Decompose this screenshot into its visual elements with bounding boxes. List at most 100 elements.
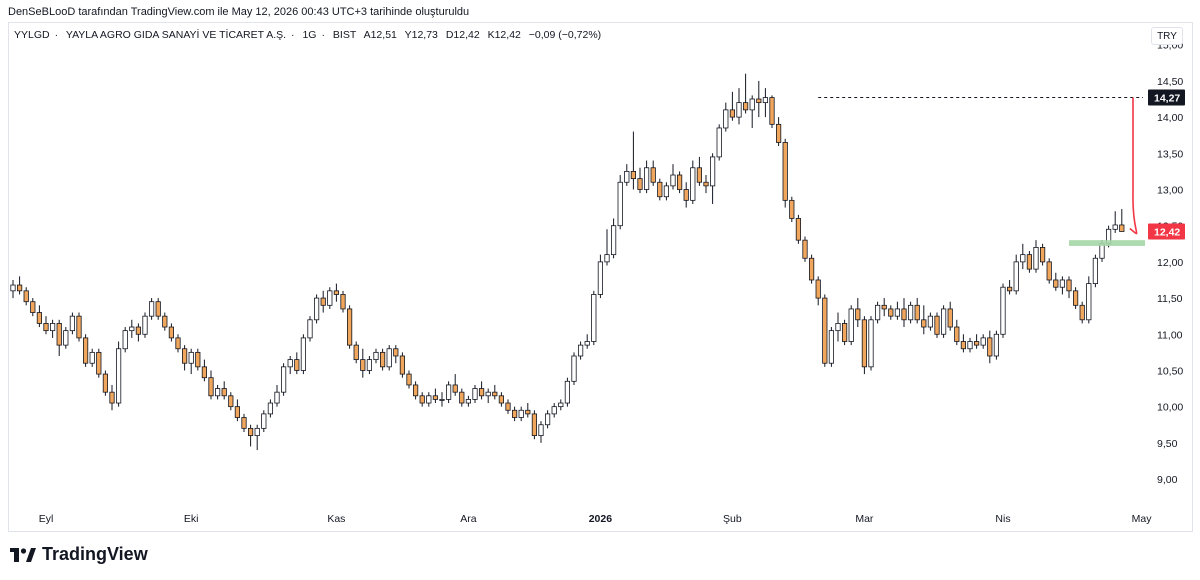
candle: [459, 388, 465, 407]
candle: [56, 319, 62, 356]
candle: [604, 229, 610, 266]
candle-body: [412, 384, 419, 397]
candle: [1092, 254, 1098, 288]
candle-body: [716, 127, 722, 158]
candle-body: [749, 98, 755, 111]
candle-body: [1086, 283, 1092, 321]
candle-body: [247, 427, 254, 437]
candle: [221, 381, 227, 400]
candle: [234, 399, 240, 422]
candle-body: [525, 409, 531, 415]
candle: [630, 131, 637, 190]
candle: [320, 290, 326, 313]
candle: [776, 117, 782, 147]
candle: [142, 312, 148, 338]
candle: [1020, 243, 1026, 270]
candle: [280, 363, 287, 396]
candle-body: [234, 406, 240, 418]
candle: [690, 160, 696, 204]
candle: [498, 392, 505, 407]
candle-body: [769, 97, 775, 125]
candle-body: [208, 377, 214, 397]
candle-body: [729, 109, 736, 118]
candle-body: [1053, 279, 1059, 288]
candle: [835, 312, 841, 342]
candle: [116, 341, 122, 407]
candle-body: [802, 239, 808, 259]
candle-body: [313, 297, 320, 321]
tradingview-logo[interactable]: TradingView: [10, 544, 148, 565]
candle-body: [677, 174, 683, 190]
candle: [683, 182, 689, 208]
candle: [954, 319, 960, 346]
candle: [571, 352, 577, 385]
candle-body: [974, 341, 980, 346]
candle-body: [637, 178, 643, 190]
candle: [69, 312, 75, 335]
candle-body: [221, 388, 227, 397]
candle-body: [379, 351, 386, 368]
candle: [201, 359, 207, 382]
x-tick-label: Mar: [855, 513, 874, 525]
candle: [518, 406, 524, 422]
candle-body: [254, 427, 260, 437]
candle: [617, 175, 623, 230]
candle: [439, 392, 445, 407]
candle: [148, 298, 155, 320]
interval-label[interactable]: 1G: [302, 29, 317, 41]
last-price-label: 12,42: [1148, 223, 1185, 240]
candle-body: [881, 304, 887, 310]
candle-body: [406, 373, 412, 386]
candle-body: [181, 348, 188, 364]
candle-body: [815, 279, 821, 299]
candle: [888, 305, 894, 320]
candle: [267, 399, 274, 418]
candle: [809, 254, 815, 284]
candle: [663, 182, 670, 201]
candle-body: [531, 413, 538, 437]
candle-body: [399, 355, 406, 375]
candle-series: [10, 73, 1125, 451]
candle: [934, 312, 940, 338]
candle: [815, 276, 821, 306]
candle: [432, 388, 439, 404]
candle-body: [188, 351, 194, 364]
candle-body: [604, 254, 610, 263]
candle-body: [162, 315, 168, 328]
candle: [419, 392, 425, 407]
candle: [782, 138, 788, 208]
candle: [478, 381, 485, 400]
candle: [10, 279, 16, 299]
candle-body: [300, 337, 307, 371]
candle: [822, 294, 828, 367]
candle: [756, 80, 762, 118]
exchange-label: BIST: [332, 29, 357, 41]
time-axis: Eyl Eki Kas Ara 2026 Şub Mar Nis May: [39, 513, 1153, 525]
y-tick-label: 9,50: [1157, 438, 1178, 450]
symbol-ticker[interactable]: YYLGD: [14, 29, 50, 41]
candle-body: [129, 326, 135, 332]
candle-body: [393, 348, 399, 357]
candle-body: [280, 366, 287, 393]
candle: [195, 348, 201, 371]
price-label-text: 14,27: [1154, 93, 1180, 105]
candle-body: [967, 341, 973, 350]
candle-body: [43, 323, 49, 332]
candle-body: [683, 189, 689, 201]
currency-button[interactable]: TRY: [1151, 27, 1183, 45]
candle-body: [1066, 279, 1072, 292]
candle: [538, 421, 544, 443]
candle: [650, 160, 656, 186]
candle-body: [855, 308, 861, 321]
candle: [452, 374, 458, 396]
candle-body: [465, 399, 472, 404]
candle: [941, 305, 947, 338]
candle: [102, 370, 108, 396]
candle-body: [76, 315, 82, 339]
candle-body: [835, 323, 841, 332]
candle: [96, 348, 102, 378]
candle: [921, 305, 927, 335]
candle-body: [696, 167, 703, 183]
candle: [485, 388, 491, 404]
